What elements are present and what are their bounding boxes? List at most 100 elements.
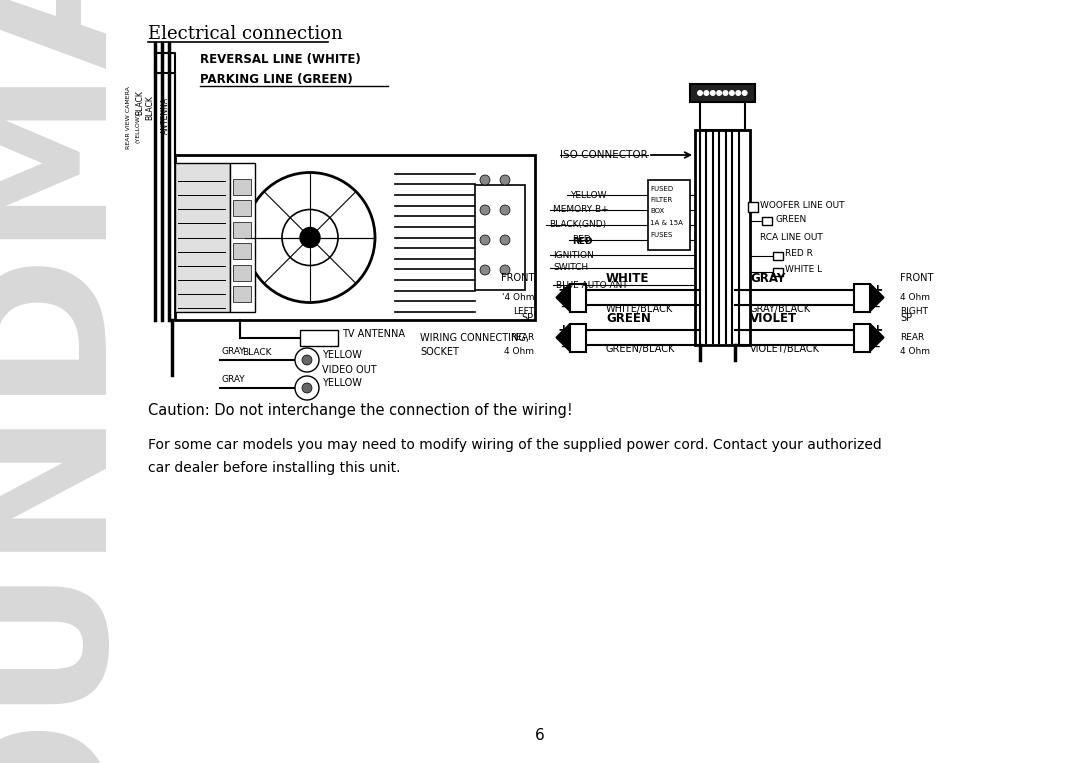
Text: ISO CONNECTOR: ISO CONNECTOR bbox=[561, 150, 648, 160]
Text: For some car models you may need to modify wiring of the supplied power cord. Co: For some car models you may need to modi… bbox=[148, 438, 881, 452]
Text: TV ANTENNA: TV ANTENNA bbox=[342, 329, 405, 339]
Circle shape bbox=[480, 205, 490, 215]
Text: REAR VIEW CAMERA: REAR VIEW CAMERA bbox=[125, 86, 131, 150]
Text: 4 Ohm: 4 Ohm bbox=[504, 347, 534, 356]
Circle shape bbox=[742, 90, 747, 96]
Text: RED R: RED R bbox=[785, 250, 813, 259]
Bar bbox=[175, 163, 230, 312]
Bar bbox=[300, 330, 338, 346]
Text: FRONT: FRONT bbox=[900, 273, 933, 283]
Text: 4 Ohm: 4 Ohm bbox=[900, 293, 930, 302]
Text: -: - bbox=[561, 339, 566, 354]
Circle shape bbox=[302, 383, 312, 393]
Bar bbox=[748, 202, 758, 212]
Text: Caution: Do not interchange the connection of the wiring!: Caution: Do not interchange the connecti… bbox=[148, 403, 572, 418]
Text: FUSED: FUSED bbox=[650, 186, 673, 192]
Text: BLACK: BLACK bbox=[242, 348, 271, 357]
Text: VIOLET/BLACK: VIOLET/BLACK bbox=[750, 344, 820, 354]
Text: WIRING CONNECTING,: WIRING CONNECTING, bbox=[420, 333, 529, 343]
Text: -: - bbox=[561, 299, 566, 314]
Bar bbox=[475, 185, 525, 290]
Bar bbox=[233, 200, 251, 216]
Text: PARKING LINE (GREEN): PARKING LINE (GREEN) bbox=[200, 73, 353, 86]
Bar bbox=[696, 130, 750, 345]
Text: GRAY/BLACK: GRAY/BLACK bbox=[750, 304, 811, 314]
Text: +: + bbox=[557, 323, 569, 336]
Circle shape bbox=[300, 227, 320, 247]
Text: 1A & 15A: 1A & 15A bbox=[650, 220, 683, 226]
Bar bbox=[854, 324, 870, 352]
Text: GREEN: GREEN bbox=[775, 214, 807, 224]
Text: YELLOW: YELLOW bbox=[322, 378, 362, 388]
Text: REAR: REAR bbox=[900, 333, 924, 342]
Text: WHITE/BLACK: WHITE/BLACK bbox=[606, 304, 673, 314]
Polygon shape bbox=[870, 284, 885, 311]
Circle shape bbox=[500, 205, 510, 215]
Text: GREEN/BLACK: GREEN/BLACK bbox=[606, 344, 675, 354]
Text: RED: RED bbox=[572, 236, 591, 244]
Text: WOOFER LINE OUT: WOOFER LINE OUT bbox=[760, 201, 845, 210]
Text: YELLOW: YELLOW bbox=[322, 350, 362, 360]
Text: SOUNDMAX: SOUNDMAX bbox=[0, 0, 133, 763]
Bar bbox=[773, 252, 783, 260]
Text: +: + bbox=[557, 282, 569, 297]
Text: BLACK: BLACK bbox=[135, 91, 145, 115]
Circle shape bbox=[295, 376, 319, 400]
Circle shape bbox=[703, 90, 710, 96]
Bar bbox=[233, 221, 251, 237]
Bar bbox=[233, 286, 251, 302]
Text: FUSES: FUSES bbox=[650, 232, 672, 238]
Bar bbox=[700, 102, 745, 130]
Text: VIDEO OUT: VIDEO OUT bbox=[322, 365, 377, 375]
Bar bbox=[570, 284, 586, 311]
Text: +: + bbox=[872, 323, 882, 336]
Bar bbox=[233, 265, 251, 281]
Bar bbox=[648, 180, 690, 250]
Text: '4 Ohm: '4 Ohm bbox=[501, 293, 534, 302]
Text: BLACK(GND): BLACK(GND) bbox=[549, 221, 606, 230]
Circle shape bbox=[716, 90, 723, 96]
Circle shape bbox=[282, 210, 338, 266]
Text: FILTER: FILTER bbox=[650, 197, 672, 203]
Text: VIOLET: VIOLET bbox=[750, 311, 797, 324]
Text: MEMORY B+: MEMORY B+ bbox=[553, 205, 609, 214]
Text: Electrical connection: Electrical connection bbox=[148, 25, 342, 43]
Circle shape bbox=[729, 90, 734, 96]
Polygon shape bbox=[870, 324, 885, 352]
Text: GRAY: GRAY bbox=[222, 347, 245, 356]
Text: RED: RED bbox=[572, 237, 593, 246]
Circle shape bbox=[295, 348, 319, 372]
Circle shape bbox=[500, 175, 510, 185]
Text: RCA LINE OUT: RCA LINE OUT bbox=[760, 233, 823, 243]
Text: SWITCH: SWITCH bbox=[553, 263, 589, 272]
Bar bbox=[762, 217, 772, 225]
Text: RIGHT: RIGHT bbox=[900, 307, 928, 316]
Text: REAR: REAR bbox=[510, 333, 534, 342]
Text: LEFT: LEFT bbox=[513, 307, 534, 316]
Text: IGNITION: IGNITION bbox=[553, 250, 594, 259]
Text: (YELLOW): (YELLOW) bbox=[135, 113, 140, 143]
Circle shape bbox=[500, 235, 510, 245]
Text: BLUE AUTO ANT: BLUE AUTO ANT bbox=[556, 281, 627, 289]
Text: YELLOW: YELLOW bbox=[570, 191, 607, 199]
Text: car dealer before installing this unit.: car dealer before installing this unit. bbox=[148, 461, 401, 475]
Circle shape bbox=[723, 90, 729, 96]
Circle shape bbox=[480, 265, 490, 275]
Text: WHITE L: WHITE L bbox=[785, 266, 822, 275]
Bar bbox=[854, 284, 870, 311]
Text: FRONT: FRONT bbox=[501, 273, 534, 283]
Text: BOX: BOX bbox=[650, 208, 664, 214]
Text: +: + bbox=[872, 282, 882, 297]
Text: SOCKET: SOCKET bbox=[420, 347, 459, 357]
Text: SP: SP bbox=[522, 313, 534, 323]
Circle shape bbox=[500, 265, 510, 275]
Text: SP: SP bbox=[900, 313, 913, 323]
Text: -: - bbox=[874, 299, 880, 314]
Text: -: - bbox=[874, 339, 880, 354]
Bar bbox=[773, 268, 783, 276]
Circle shape bbox=[735, 90, 741, 96]
Bar bbox=[230, 163, 255, 312]
Text: ANTENNA: ANTENNA bbox=[161, 96, 170, 134]
Bar bbox=[175, 155, 535, 320]
Circle shape bbox=[302, 355, 312, 365]
